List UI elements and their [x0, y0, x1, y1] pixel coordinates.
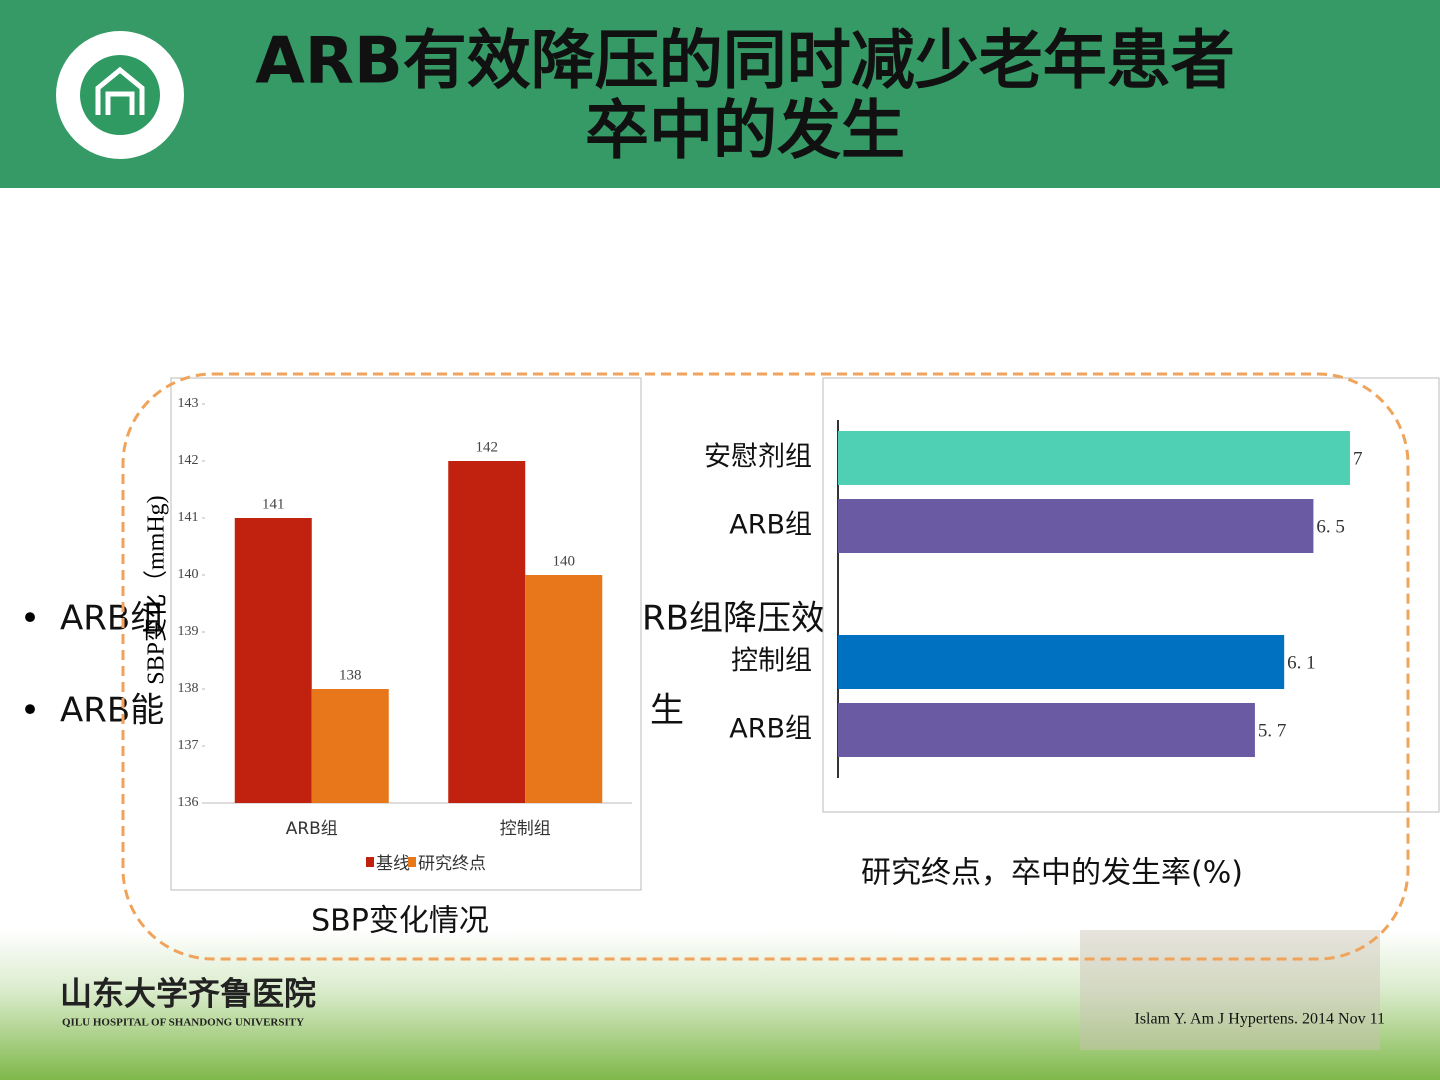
x-tick-label: 控制组 — [500, 819, 551, 839]
building — [1080, 930, 1380, 1050]
landscape — [0, 930, 1440, 1080]
highlight-outline — [121, 372, 1410, 961]
y-axis-label: SBP变化（mmHg) — [143, 495, 170, 684]
bar — [838, 431, 1350, 485]
bullet-text: RB组降压效 — [642, 599, 825, 639]
bullet-text: 生 — [650, 691, 684, 731]
bullet-dot: • — [20, 691, 40, 731]
y-tick-label: 140 — [178, 567, 199, 582]
y-tick-label: 141 — [178, 510, 199, 525]
category-label: 安慰剂组 — [704, 442, 812, 473]
y-tick-label: 137 — [178, 738, 199, 753]
header-bar — [0, 0, 1440, 188]
bullet-dot: • — [20, 599, 40, 639]
y-tick-label: 143 — [178, 396, 199, 411]
category-label: ARB组 — [729, 510, 812, 541]
legend-label: 研究终点 — [418, 854, 486, 874]
logo-text: 山东大学齐鲁医院 — [60, 975, 316, 1011]
bar — [838, 703, 1255, 757]
data-label: 7 — [1353, 448, 1363, 469]
data-label: 140 — [553, 553, 576, 569]
title-line: 卒中的发生 — [585, 95, 905, 169]
chart-sbp: 136 137 138 139 140 141 142 143 SBP变化（mmHg) ARB组 1… — [143, 396, 632, 939]
logo-subtext: QILU HOSPITAL OF SHANDONG UNIVERSITY — [62, 1017, 304, 1029]
bar — [448, 461, 526, 803]
logo — [56, 31, 184, 159]
data-label: 6. 5 — [1316, 516, 1345, 537]
bar — [838, 635, 1285, 689]
bar — [838, 499, 1314, 553]
legend-swatch — [408, 857, 416, 867]
chart-caption: SBP变化情况 — [311, 904, 489, 939]
y-tick-label: 136 — [178, 795, 199, 810]
data-label: 6. 1 — [1287, 652, 1316, 673]
y-tick-label: 139 — [178, 624, 199, 639]
bar — [234, 518, 312, 803]
legend-swatch — [366, 857, 374, 867]
chart-caption: 研究终点，卒中的发生率(%) — [861, 856, 1243, 891]
data-label: 5. 7 — [1258, 720, 1287, 741]
data-label: 141 — [262, 496, 285, 512]
category-label: 控制组 — [731, 646, 812, 677]
category-label: ARB组 — [729, 714, 812, 745]
chart-stroke: 安慰剂组 7 ARB组 6. 5 控制组 6. 1 ARB组 5. 7 研究终点，卒中的发生率(… — [704, 420, 1363, 891]
y-tick-label: 142 — [178, 453, 199, 468]
x-tick-label: ARB组 — [286, 819, 338, 839]
bullet-text: ARB能 — [60, 691, 164, 731]
data-label: 142 — [476, 439, 499, 455]
bullet-text: ARB组 — [60, 599, 164, 639]
y-tick-label: 138 — [178, 681, 199, 696]
bar — [525, 575, 603, 803]
data-label: 138 — [339, 667, 362, 683]
title-line: ARB有效降压的同时减少老年患者 — [255, 25, 1235, 99]
bar — [311, 689, 389, 803]
legend-label: 基线 — [376, 854, 410, 874]
citation: Islam Y. Am J Hypertens. 2014 Nov 11 — [1134, 1011, 1385, 1028]
